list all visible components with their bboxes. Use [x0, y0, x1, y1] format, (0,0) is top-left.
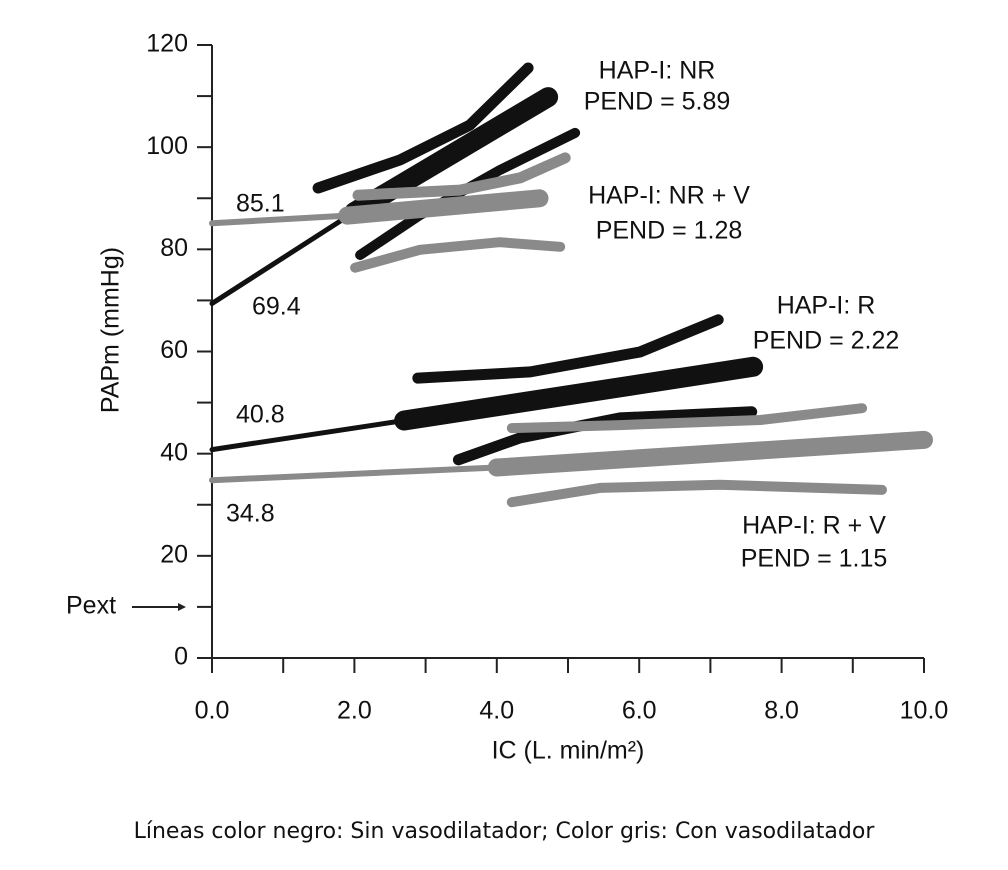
- annotation: 40.8: [236, 401, 285, 429]
- y-tick-label: 80: [160, 234, 188, 262]
- line: [209, 209, 357, 306]
- line: [352, 152, 571, 201]
- annotation: PEND = 1.28: [596, 217, 743, 245]
- x-tick-label: 0.0: [195, 697, 230, 725]
- line: [487, 430, 933, 477]
- annotation: 85.1: [236, 190, 285, 218]
- annotation: HAP-I: NR + V: [588, 182, 750, 210]
- x-axis-title: IC (L. min/m²): [492, 737, 645, 765]
- annotation: PEND = 1.15: [741, 545, 888, 573]
- x-tick-label: 4.0: [479, 697, 514, 725]
- line: [394, 356, 764, 431]
- y-tick-label: 0: [174, 643, 188, 671]
- annotation: PEND = 5.89: [584, 88, 731, 116]
- y-tick-label: 60: [160, 336, 188, 364]
- y-axis-title: PAPm (mmHg): [97, 247, 125, 413]
- line: [506, 403, 868, 434]
- line: [209, 464, 500, 484]
- x-tick-label: 10.0: [900, 697, 949, 725]
- line: [506, 479, 887, 508]
- line: [209, 212, 351, 227]
- y-tick-label: 100: [146, 132, 188, 160]
- annotation: HAP-I: R + V: [742, 512, 886, 540]
- x-tick-label: 6.0: [622, 697, 657, 725]
- annotation: Pext: [66, 592, 116, 620]
- pext-arrowhead: [178, 603, 186, 611]
- annotation: HAP-I: NR: [599, 57, 716, 85]
- annotation: PEND = 2.22: [753, 327, 900, 355]
- line: [312, 62, 534, 194]
- annotation: 69.4: [252, 293, 301, 321]
- y-tick-label: 40: [160, 438, 188, 466]
- y-tick-label: 120: [146, 30, 188, 58]
- annotation: 34.8: [226, 500, 275, 528]
- line: [350, 237, 566, 273]
- x-tick-label: 2.0: [337, 697, 372, 725]
- line: [209, 418, 407, 453]
- x-tick-label: 8.0: [764, 697, 799, 725]
- caption: Líneas color negro: Sin vasodilatador; C…: [134, 819, 876, 844]
- y-tick-label: 20: [160, 540, 188, 568]
- line: [338, 189, 549, 225]
- annotation: HAP-I: R: [777, 292, 876, 320]
- line: [412, 314, 724, 384]
